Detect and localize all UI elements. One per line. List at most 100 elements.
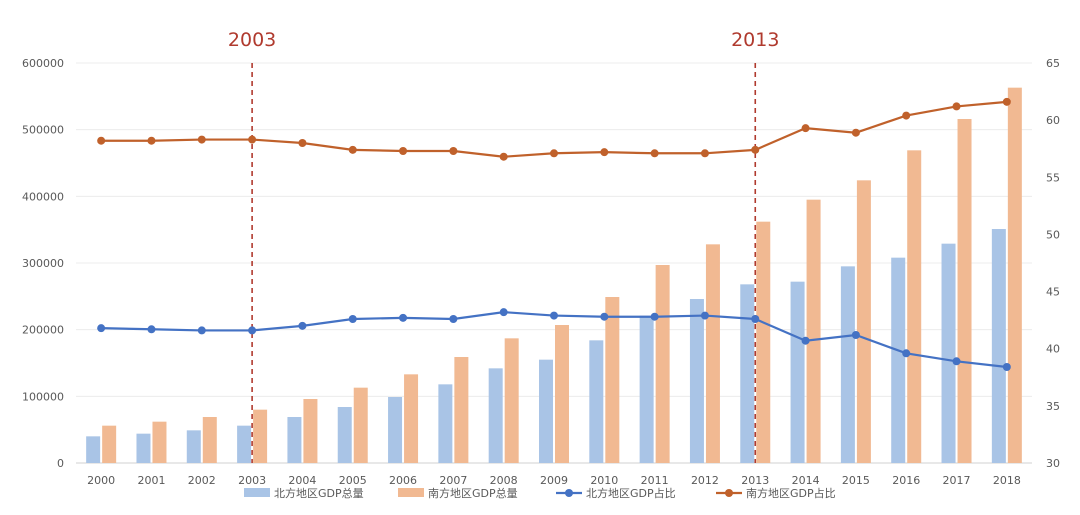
legend-label: 南方地区GDP总量: [428, 486, 518, 500]
y-left-tick-label: 500000: [22, 124, 64, 137]
legend-label: 南方地区GDP占比: [746, 486, 836, 500]
y-left-tick-label: 200000: [22, 324, 64, 337]
bar-north: [287, 417, 302, 463]
x-tick-label: 2012: [691, 474, 719, 487]
annotation-label: 2013: [731, 29, 779, 51]
bar-south: [102, 425, 117, 463]
bar-south: [907, 150, 922, 464]
bar-north: [438, 384, 453, 463]
point-north-share: [197, 326, 206, 335]
legend-swatch: [244, 488, 270, 497]
bar-south: [152, 421, 167, 463]
point-north-share: [801, 336, 810, 345]
x-tick-label: 2005: [339, 474, 367, 487]
point-south-share: [902, 111, 911, 120]
bar-south: [655, 265, 670, 463]
point-south-share: [298, 139, 307, 147]
bar-north: [589, 340, 604, 463]
y-right-tick-label: 60: [1046, 114, 1060, 127]
x-tick-label: 2007: [439, 474, 467, 487]
x-tick-label: 2013: [741, 474, 769, 487]
x-tick-label: 2016: [892, 474, 920, 487]
annotation-label: 2003: [228, 29, 276, 51]
bar-north: [740, 284, 755, 463]
x-tick-label: 2011: [641, 474, 669, 487]
bar-north: [186, 430, 201, 463]
point-south-share: [248, 135, 257, 144]
bar-north: [991, 229, 1006, 463]
y-left-tick-label: 600000: [22, 57, 64, 70]
bar-north: [388, 397, 403, 463]
y-right-tick-label: 30: [1046, 457, 1060, 470]
bar-south: [253, 409, 268, 463]
bar-north: [639, 315, 654, 463]
bar-north: [891, 257, 906, 463]
point-north-share: [700, 311, 709, 320]
point-south-share: [650, 149, 659, 158]
point-south-share: [751, 145, 760, 154]
point-south-share: [952, 102, 961, 111]
bar-south: [1007, 87, 1022, 464]
point-south-share: [147, 136, 156, 145]
x-tick-label: 2009: [540, 474, 568, 487]
bar-south: [202, 417, 217, 463]
lines-layer: [97, 97, 1011, 371]
y-left-tick-label: 300000: [22, 257, 64, 270]
point-north-share: [298, 321, 307, 330]
y-right-tick-label: 45: [1046, 286, 1060, 299]
x-tick-label: 2017: [943, 474, 971, 487]
point-north-share: [851, 331, 860, 339]
point-south-share: [449, 147, 458, 155]
line-north-share: [101, 311, 1007, 369]
annotation-layer: 2003 2013: [228, 29, 779, 463]
point-north-share: [600, 312, 609, 321]
point-north-share: [399, 313, 408, 322]
legend-label: 北方地区GDP总量: [274, 486, 364, 500]
bar-north: [337, 407, 352, 463]
point-north-share: [348, 315, 357, 323]
bar-north: [488, 368, 503, 463]
y-left-tick-label: 400000: [22, 190, 64, 203]
x-tick-label: 2010: [590, 474, 618, 487]
y-left-tick-label: 100000: [22, 390, 64, 403]
point-north-share: [97, 324, 106, 333]
bar-south: [705, 244, 720, 463]
x-tick-label: 2000: [87, 474, 115, 487]
x-tick-label: 2015: [842, 474, 870, 487]
bar-south: [605, 297, 620, 463]
bar-south: [957, 119, 972, 463]
y-left-tick-label: 0: [57, 457, 64, 470]
point-south-share: [550, 149, 558, 158]
y-right-tick-label: 65: [1046, 57, 1060, 70]
bar-south: [454, 357, 469, 463]
bar-south: [756, 221, 771, 463]
bar-north: [941, 243, 956, 463]
bar-north: [840, 266, 855, 463]
point-north-share: [650, 312, 659, 321]
point-south-share: [348, 145, 357, 154]
point-south-share: [600, 148, 609, 157]
bar-north: [86, 436, 101, 463]
bar-north: [237, 425, 252, 463]
point-north-share: [751, 315, 760, 323]
gridlines: [76, 62, 1032, 464]
bar-south: [806, 199, 821, 463]
point-north-share: [952, 357, 961, 366]
legend: 北方地区GDP总量 南方地区GDP总量 北方地区GDP占比 南方地区GDP占比: [244, 486, 836, 500]
axes-layer: 0 100000 200000 300000 400000 500000 600000 30 3…: [22, 57, 1060, 487]
point-north-share: [902, 349, 911, 358]
point-south-share: [499, 152, 508, 161]
legend-swatch: [398, 488, 424, 497]
legend-marker: [565, 489, 573, 497]
bar-north: [539, 359, 553, 463]
point-north-share: [248, 326, 257, 335]
x-tick-label: 2001: [137, 474, 165, 487]
point-north-share: [449, 315, 458, 323]
y-right-tick-label: 35: [1046, 400, 1060, 413]
y-right-tick-label: 55: [1046, 171, 1060, 184]
point-south-share: [801, 124, 810, 133]
x-tick-label: 2004: [288, 474, 316, 487]
x-tick-label: 2003: [238, 474, 266, 487]
bar-north: [136, 433, 151, 463]
